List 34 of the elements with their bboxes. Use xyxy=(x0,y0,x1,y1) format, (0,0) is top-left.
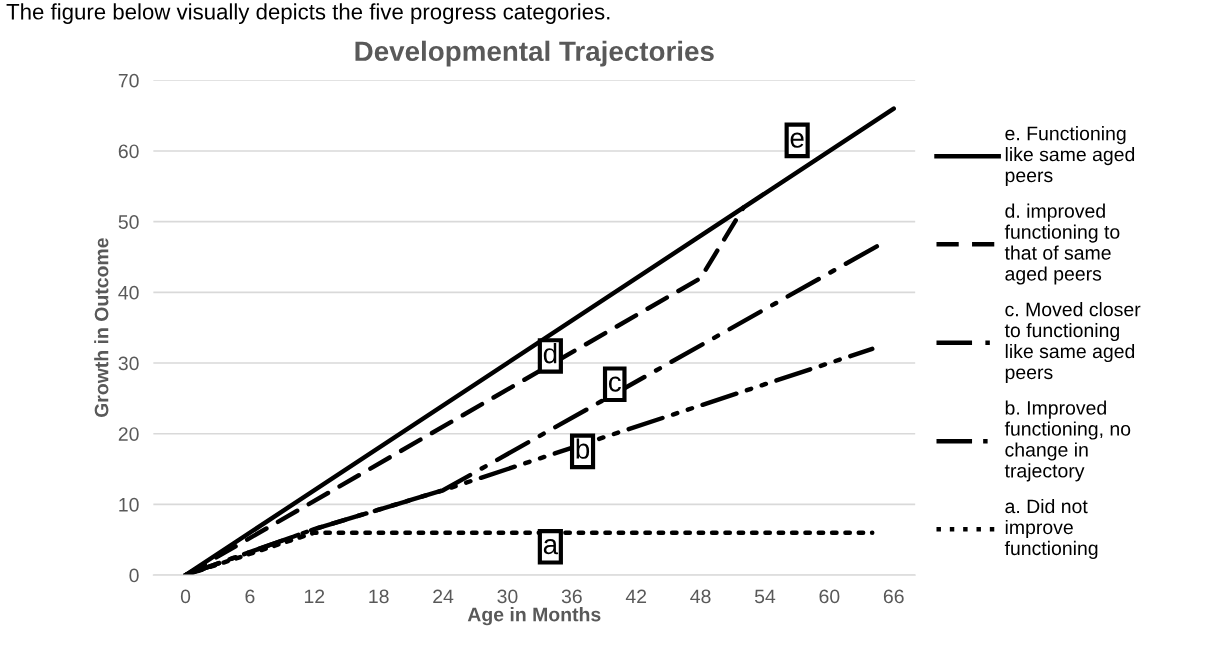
x-tick-label: 30 xyxy=(497,589,518,604)
y-tick-label: 30 xyxy=(118,356,139,371)
x-tick-label: 12 xyxy=(304,589,325,604)
x-tick-label: 6 xyxy=(245,589,255,604)
x-tick-label: 36 xyxy=(561,589,582,604)
y-tick-label: 40 xyxy=(118,285,139,300)
x-tick-label: 48 xyxy=(690,589,711,604)
annotation: e xyxy=(790,132,804,148)
legend-label: c. Moved closer to functioning like same aged peers xyxy=(1004,302,1141,384)
legend-label: d. improved functioning to that of same aged peers xyxy=(1004,203,1120,285)
x-tick-label: 66 xyxy=(883,589,904,604)
annotation: c xyxy=(608,376,621,392)
y-tick-label: 50 xyxy=(118,215,139,229)
annotation: d xyxy=(543,343,557,364)
x-axis-title: Age in Months xyxy=(467,607,601,626)
x-tick-label: 24 xyxy=(433,589,454,604)
x-tick-label: 0 xyxy=(180,589,191,604)
x-tick-label: 60 xyxy=(819,589,840,604)
y-axis-title: Growth in Outcome xyxy=(94,238,109,418)
annotation: b xyxy=(576,438,590,459)
legend-label: e. Functioning like same aged peers xyxy=(1005,126,1135,187)
y-tick-label: 20 xyxy=(118,427,139,441)
chart-title: Developmental Trajectories xyxy=(355,40,714,67)
x-tick-label: 18 xyxy=(369,589,389,604)
legend-label: a. Did not improve functioning xyxy=(1004,498,1098,559)
x-tick-label: 42 xyxy=(625,589,647,604)
y-tick-label: 70 xyxy=(118,73,139,88)
text: The figure below visually depicts the five progress categories. xyxy=(6,3,610,25)
y-tick-label: 60 xyxy=(118,144,139,159)
y-tick-label: 10 xyxy=(119,497,139,512)
legend-label: b. Improved functioning, no change in trajectory xyxy=(1004,400,1131,482)
y-tick-label: 0 xyxy=(129,568,139,583)
annotation: a xyxy=(543,539,559,555)
x-tick-label: 54 xyxy=(754,589,776,604)
